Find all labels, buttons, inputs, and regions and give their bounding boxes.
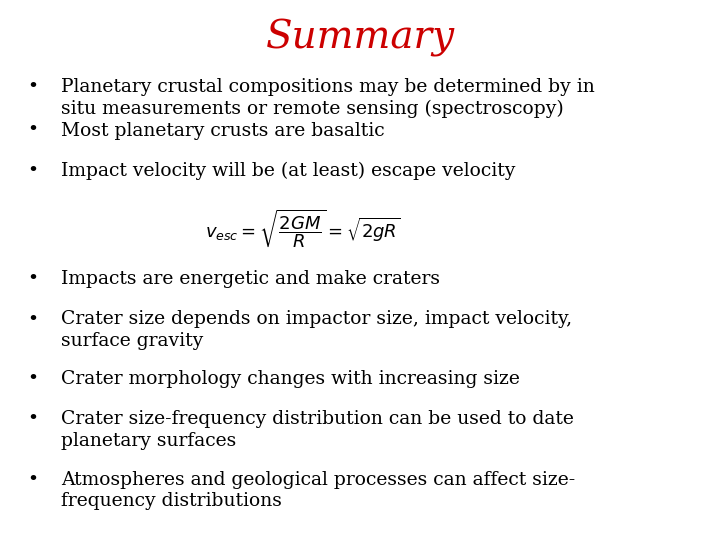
Text: Most planetary crusts are basaltic: Most planetary crusts are basaltic xyxy=(61,122,384,139)
Text: •: • xyxy=(27,471,38,489)
Text: Crater size depends on impactor size, impact velocity,
surface gravity: Crater size depends on impactor size, im… xyxy=(61,310,572,350)
Text: •: • xyxy=(27,122,38,139)
Text: $v_{esc} = \sqrt{\dfrac{2GM}{R}} = \sqrt{2gR}$: $v_{esc} = \sqrt{\dfrac{2GM}{R}} = \sqrt… xyxy=(204,208,400,251)
Text: Impact velocity will be (at least) escape velocity: Impact velocity will be (at least) escap… xyxy=(61,162,516,180)
Text: Crater morphology changes with increasing size: Crater morphology changes with increasin… xyxy=(61,370,520,388)
Text: Impacts are energetic and make craters: Impacts are energetic and make craters xyxy=(61,270,440,288)
Text: •: • xyxy=(27,370,38,388)
Text: •: • xyxy=(27,78,38,96)
Text: Crater size-frequency distribution can be used to date
planetary surfaces: Crater size-frequency distribution can b… xyxy=(61,410,574,450)
Text: •: • xyxy=(27,270,38,288)
Text: Planetary crustal compositions may be determined by in
situ measurements or remo: Planetary crustal compositions may be de… xyxy=(61,78,595,118)
Text: •: • xyxy=(27,162,38,180)
Text: •: • xyxy=(27,310,38,328)
Text: •: • xyxy=(27,410,38,428)
Text: Atmospheres and geological processes can affect size-
frequency distributions: Atmospheres and geological processes can… xyxy=(61,471,575,510)
Text: Summary: Summary xyxy=(266,19,454,57)
